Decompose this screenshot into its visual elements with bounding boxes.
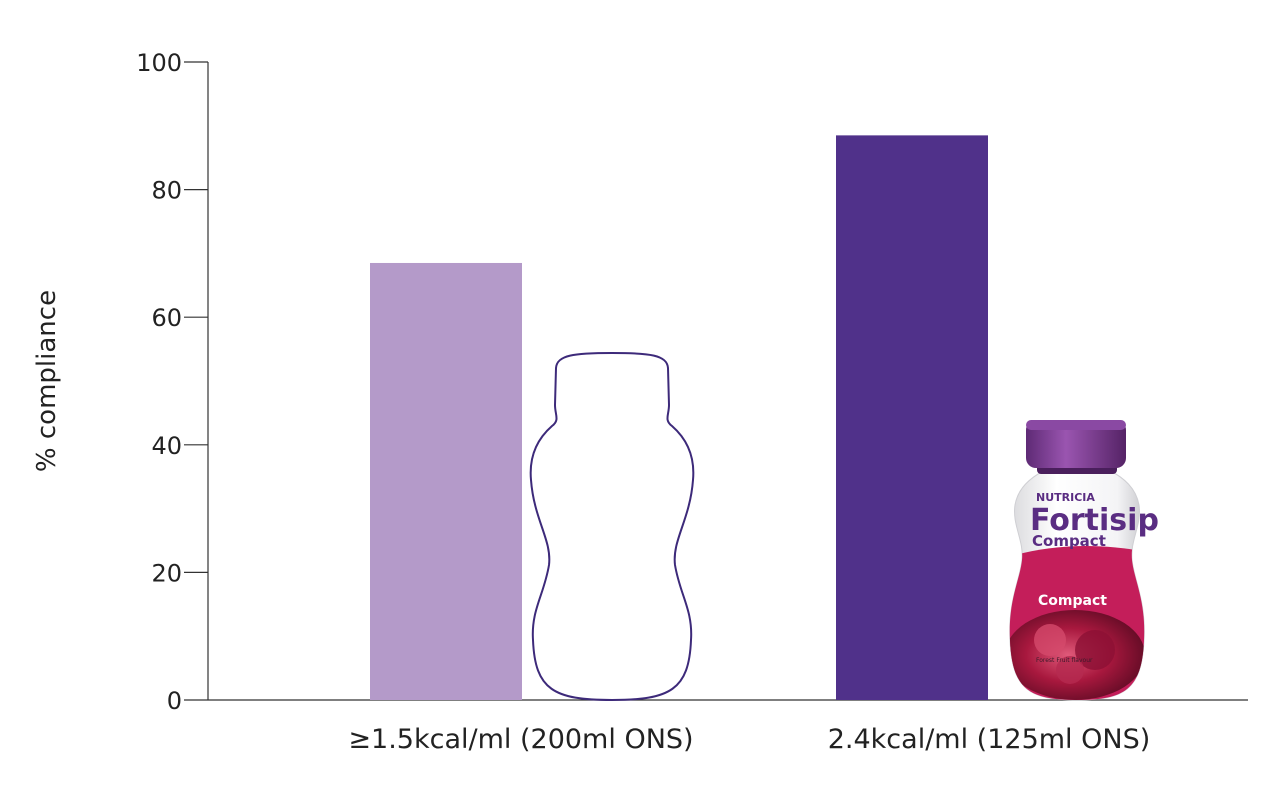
y-tick-label: 0 <box>167 687 182 715</box>
y-tick-label: 80 <box>151 177 182 205</box>
y-axis-title: % compliance <box>32 290 62 472</box>
bar-2 <box>836 135 988 700</box>
y-tick-label: 20 <box>151 559 182 587</box>
bar-1 <box>370 262 522 700</box>
product-name: Fortisip <box>1030 503 1159 538</box>
product-band-text: Compact <box>1038 593 1107 609</box>
y-tick-label: 40 <box>151 432 182 460</box>
y-tick-label: 100 <box>136 49 182 77</box>
y-tick-label: 60 <box>151 304 182 332</box>
outline-bottle-icon <box>529 351 695 702</box>
x-category-label: ≥1.5kcal/ml (200ml ONS) <box>348 724 693 755</box>
product-variant: Compact <box>1032 532 1106 550</box>
labels: ≥1.5kcal/ml (200ml ONS) 2.4kcal/ml (125ml… <box>348 724 1150 755</box>
product-brand: NUTRICIA <box>1036 491 1095 504</box>
product-flavour: Forest Fruit flavour <box>1036 657 1093 664</box>
x-category-label: 2.4kcal/ml (125ml ONS) <box>828 724 1151 755</box>
product-bottle-image: NUTRICIA Fortisip Compact Compact Forest… <box>1009 420 1159 701</box>
bars <box>370 135 988 700</box>
